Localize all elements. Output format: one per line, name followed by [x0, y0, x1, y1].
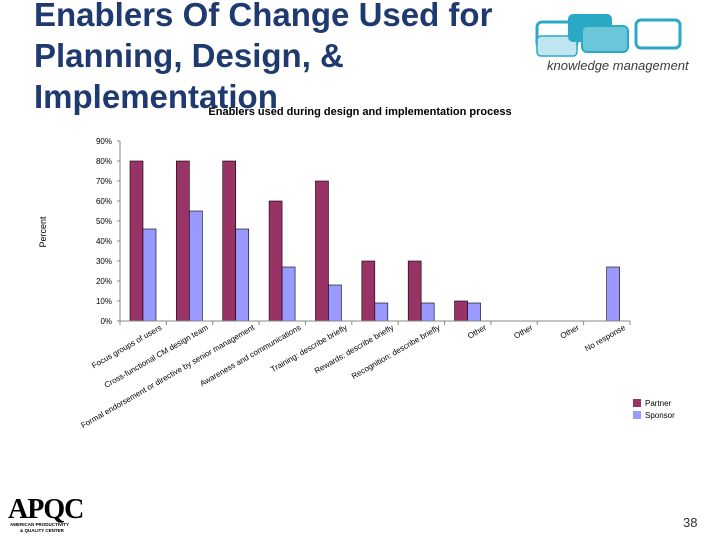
title-line-2: Planning, Design, & — [34, 37, 344, 74]
apqc-logo-icon: APQC AMERICAN PRODUCTIVITY & QUALITY CEN… — [8, 494, 84, 533]
bar-partner — [176, 160, 190, 322]
x-ticks — [119, 321, 631, 325]
x-tick-label: Other — [559, 323, 581, 341]
y-tick-label: 50% — [96, 217, 112, 226]
bar-partner — [222, 160, 237, 322]
bar-sponsor — [328, 284, 342, 322]
bar-sponsor — [142, 228, 157, 322]
y-axis-label: Percent — [38, 216, 48, 248]
title-line-3: Implementation — [34, 78, 278, 115]
chart-title: Enablers used during design and implemen… — [208, 106, 511, 118]
y-tick-label: 70% — [96, 177, 112, 186]
y-tick-label: 0% — [100, 317, 112, 326]
apqc-sub-1: AMERICAN PRODUCTIVITY — [10, 522, 69, 527]
y-tick-label: 30% — [96, 257, 112, 266]
legend-swatch-partner — [633, 399, 641, 407]
bar-partner — [454, 300, 468, 322]
km-tagline: knowledge management — [547, 58, 689, 73]
bar-sponsor — [420, 302, 435, 322]
x-tick-label: Formal endorsement or directive by senio… — [79, 323, 256, 431]
x-tick-label: Recognition: describe briefly — [350, 323, 442, 381]
page-number: 38 — [683, 515, 698, 530]
bar-sponsor — [374, 302, 389, 322]
km-logo-icon — [535, 14, 682, 57]
x-tick-label: No response — [583, 323, 627, 354]
legend-swatch-sponsor — [633, 411, 641, 419]
apqc-logo-text: APQC — [8, 494, 83, 525]
y-tick-label: 60% — [96, 197, 112, 206]
x-tick-label: Training: describe briefly — [269, 323, 349, 374]
title-line-1: Enablers Of Change Used for — [34, 0, 493, 33]
slide-title: Enablers Of Change Used for Planning, De… — [34, 0, 554, 117]
bar-partner — [129, 160, 144, 322]
bar-partner — [315, 180, 329, 322]
y-ticks: 0% 10% 20% 30% 40% 50% 60% 70% 80% 90% — [96, 137, 120, 326]
bar-partner — [407, 260, 422, 322]
bar-sponsor — [281, 266, 296, 322]
bar-partner — [361, 260, 376, 322]
y-tick-label: 40% — [96, 237, 112, 246]
y-tick-label: 20% — [96, 277, 112, 286]
x-tick-label: Other — [466, 323, 488, 341]
bar-sponsor — [467, 302, 481, 322]
legend-label-sponsor: Sponsor — [645, 411, 675, 420]
bar-sponsor — [189, 210, 203, 322]
legend-label-partner: Partner — [645, 399, 672, 408]
y-tick-label: 90% — [96, 137, 112, 146]
x-tick-label: Rewards: describe briefly — [313, 323, 395, 376]
bar-sponsor — [235, 228, 250, 322]
y-tick-label: 10% — [96, 297, 112, 306]
apqc-sub-2: & QUALITY CENTER — [20, 528, 65, 533]
y-tick-label: 80% — [96, 157, 112, 166]
legend: Partner Sponsor — [633, 399, 675, 420]
bar-partner — [268, 200, 283, 322]
bars — [129, 160, 620, 322]
x-tick-label: Other — [512, 323, 534, 341]
bar-sponsor — [606, 266, 620, 322]
